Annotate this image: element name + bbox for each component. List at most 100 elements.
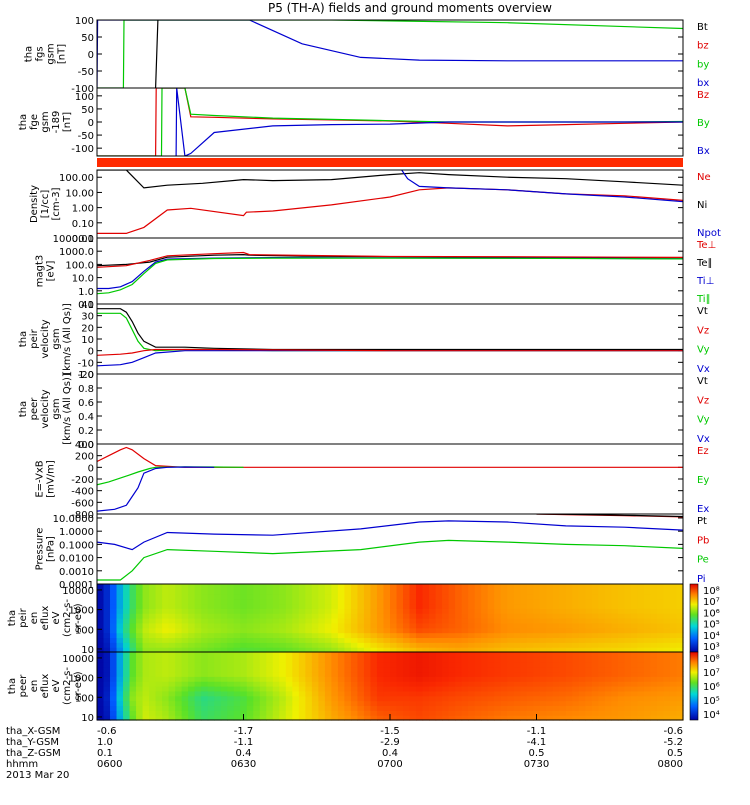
heatmap-cell (552, 608, 560, 614)
heatmap-cell (448, 656, 456, 663)
heatmap-cell (630, 598, 639, 605)
heatmap-cell (227, 671, 235, 677)
heatmap-cell (246, 690, 254, 697)
heatmap-cell (181, 686, 189, 692)
heatmap-cell (650, 695, 658, 702)
legend-label: Pi (697, 574, 706, 585)
heatmap-cell (220, 584, 228, 590)
heatmap-cell (175, 608, 183, 614)
heatmap-cell (409, 647, 417, 653)
heatmap-cell (481, 715, 489, 721)
heatmap-cell (520, 632, 528, 639)
heatmap-cell (468, 695, 476, 702)
heatmap-cell (461, 608, 469, 614)
heatmap-cell (246, 686, 254, 692)
heatmap-cell (468, 642, 476, 648)
heatmap-cell (227, 608, 235, 614)
heatmap-cell (207, 676, 215, 682)
heatmap-cell (520, 700, 528, 707)
heatmap-cell (207, 710, 215, 716)
heatmap-cell (279, 622, 287, 629)
heatmap-cell (546, 671, 554, 677)
heatmap-cell (201, 710, 209, 716)
heatmap-cell (442, 632, 450, 639)
heatmap-cell (474, 661, 482, 668)
heatmap-cell (494, 715, 502, 721)
ytick-label: 10000 (62, 586, 94, 597)
heatmap-cell (539, 627, 547, 634)
heatmap-cell (617, 705, 625, 711)
heatmap-cell (305, 705, 313, 711)
heatmap-cell (201, 715, 209, 721)
heatmap-cell (468, 656, 476, 663)
heatmap-cell (656, 603, 665, 609)
heatmap-cell (546, 603, 554, 609)
heatmap-cell (552, 656, 560, 663)
heatmap-cell (390, 710, 398, 716)
heatmap-cell (585, 588, 593, 595)
heatmap-cell (611, 637, 619, 643)
heatmap-cell (422, 676, 430, 682)
heatmap-cell (337, 695, 346, 702)
heatmap-cell (110, 666, 118, 673)
heatmap-cell (552, 661, 560, 668)
heatmap-cell (546, 637, 554, 643)
heatmap-cell (136, 593, 144, 600)
heatmap-cell (546, 710, 554, 716)
series-line-green (97, 539, 683, 581)
heatmap-cell (129, 588, 137, 595)
heatmap-cell (624, 700, 632, 707)
heatmap-cell (207, 666, 215, 673)
heatmap-cell (598, 656, 606, 663)
heatmap-cell (162, 647, 170, 653)
heatmap-cell (611, 642, 619, 648)
heatmap-cell (285, 676, 293, 682)
heatmap-cell (637, 681, 645, 687)
heatmap-cell (149, 710, 157, 716)
orbit-row-value: -5.2 (663, 737, 683, 748)
heatmap-cell (546, 642, 554, 648)
heatmap-cell (259, 618, 267, 624)
heatmap-cell (481, 588, 489, 595)
heatmap-cell (201, 705, 209, 711)
heatmap-cell (103, 613, 111, 619)
heatmap-cell (227, 715, 235, 721)
heatmap-cell (318, 627, 326, 634)
legend-label: Ey (697, 475, 709, 486)
heatmap-cell (526, 690, 534, 697)
heatmap-cell (220, 705, 228, 711)
heatmap-cell (617, 622, 625, 629)
heatmap-cell (136, 652, 144, 658)
heatmap-cell (565, 642, 573, 648)
heatmap-cell (669, 637, 678, 643)
heatmap-cell (390, 637, 398, 643)
heatmap-cell (350, 613, 359, 619)
heatmap-cell (403, 632, 411, 639)
heatmap-cell (337, 647, 346, 653)
ytick-label: -50 (78, 67, 94, 78)
heatmap-cell (669, 588, 678, 595)
heatmap-cell (142, 681, 150, 687)
heatmap-cell (155, 661, 163, 668)
panel-ylabel: [km/s (All Qs)] (62, 373, 73, 445)
heatmap-cell (331, 627, 339, 634)
heatmap-cell (383, 710, 391, 716)
heatmap-cell (376, 593, 385, 600)
heatmap-cell (533, 681, 541, 687)
heatmap-cell (279, 618, 287, 624)
heatmap-cell (370, 613, 378, 619)
heatmap-cell (669, 593, 678, 600)
heatmap-cell (233, 671, 241, 677)
heatmap-cell (604, 593, 612, 600)
heatmap-cell (624, 598, 632, 605)
heatmap-cell (396, 676, 404, 682)
heatmap-cell (188, 637, 196, 643)
heatmap-cell (97, 588, 105, 595)
heatmap-cell (266, 627, 274, 634)
heatmap-cell (494, 700, 502, 707)
heatmap-cell (136, 608, 144, 614)
ytick-label: 0 (88, 50, 94, 61)
heatmap-cell (103, 608, 111, 614)
heatmap-cell (207, 690, 215, 697)
heatmap-cell (324, 598, 332, 605)
